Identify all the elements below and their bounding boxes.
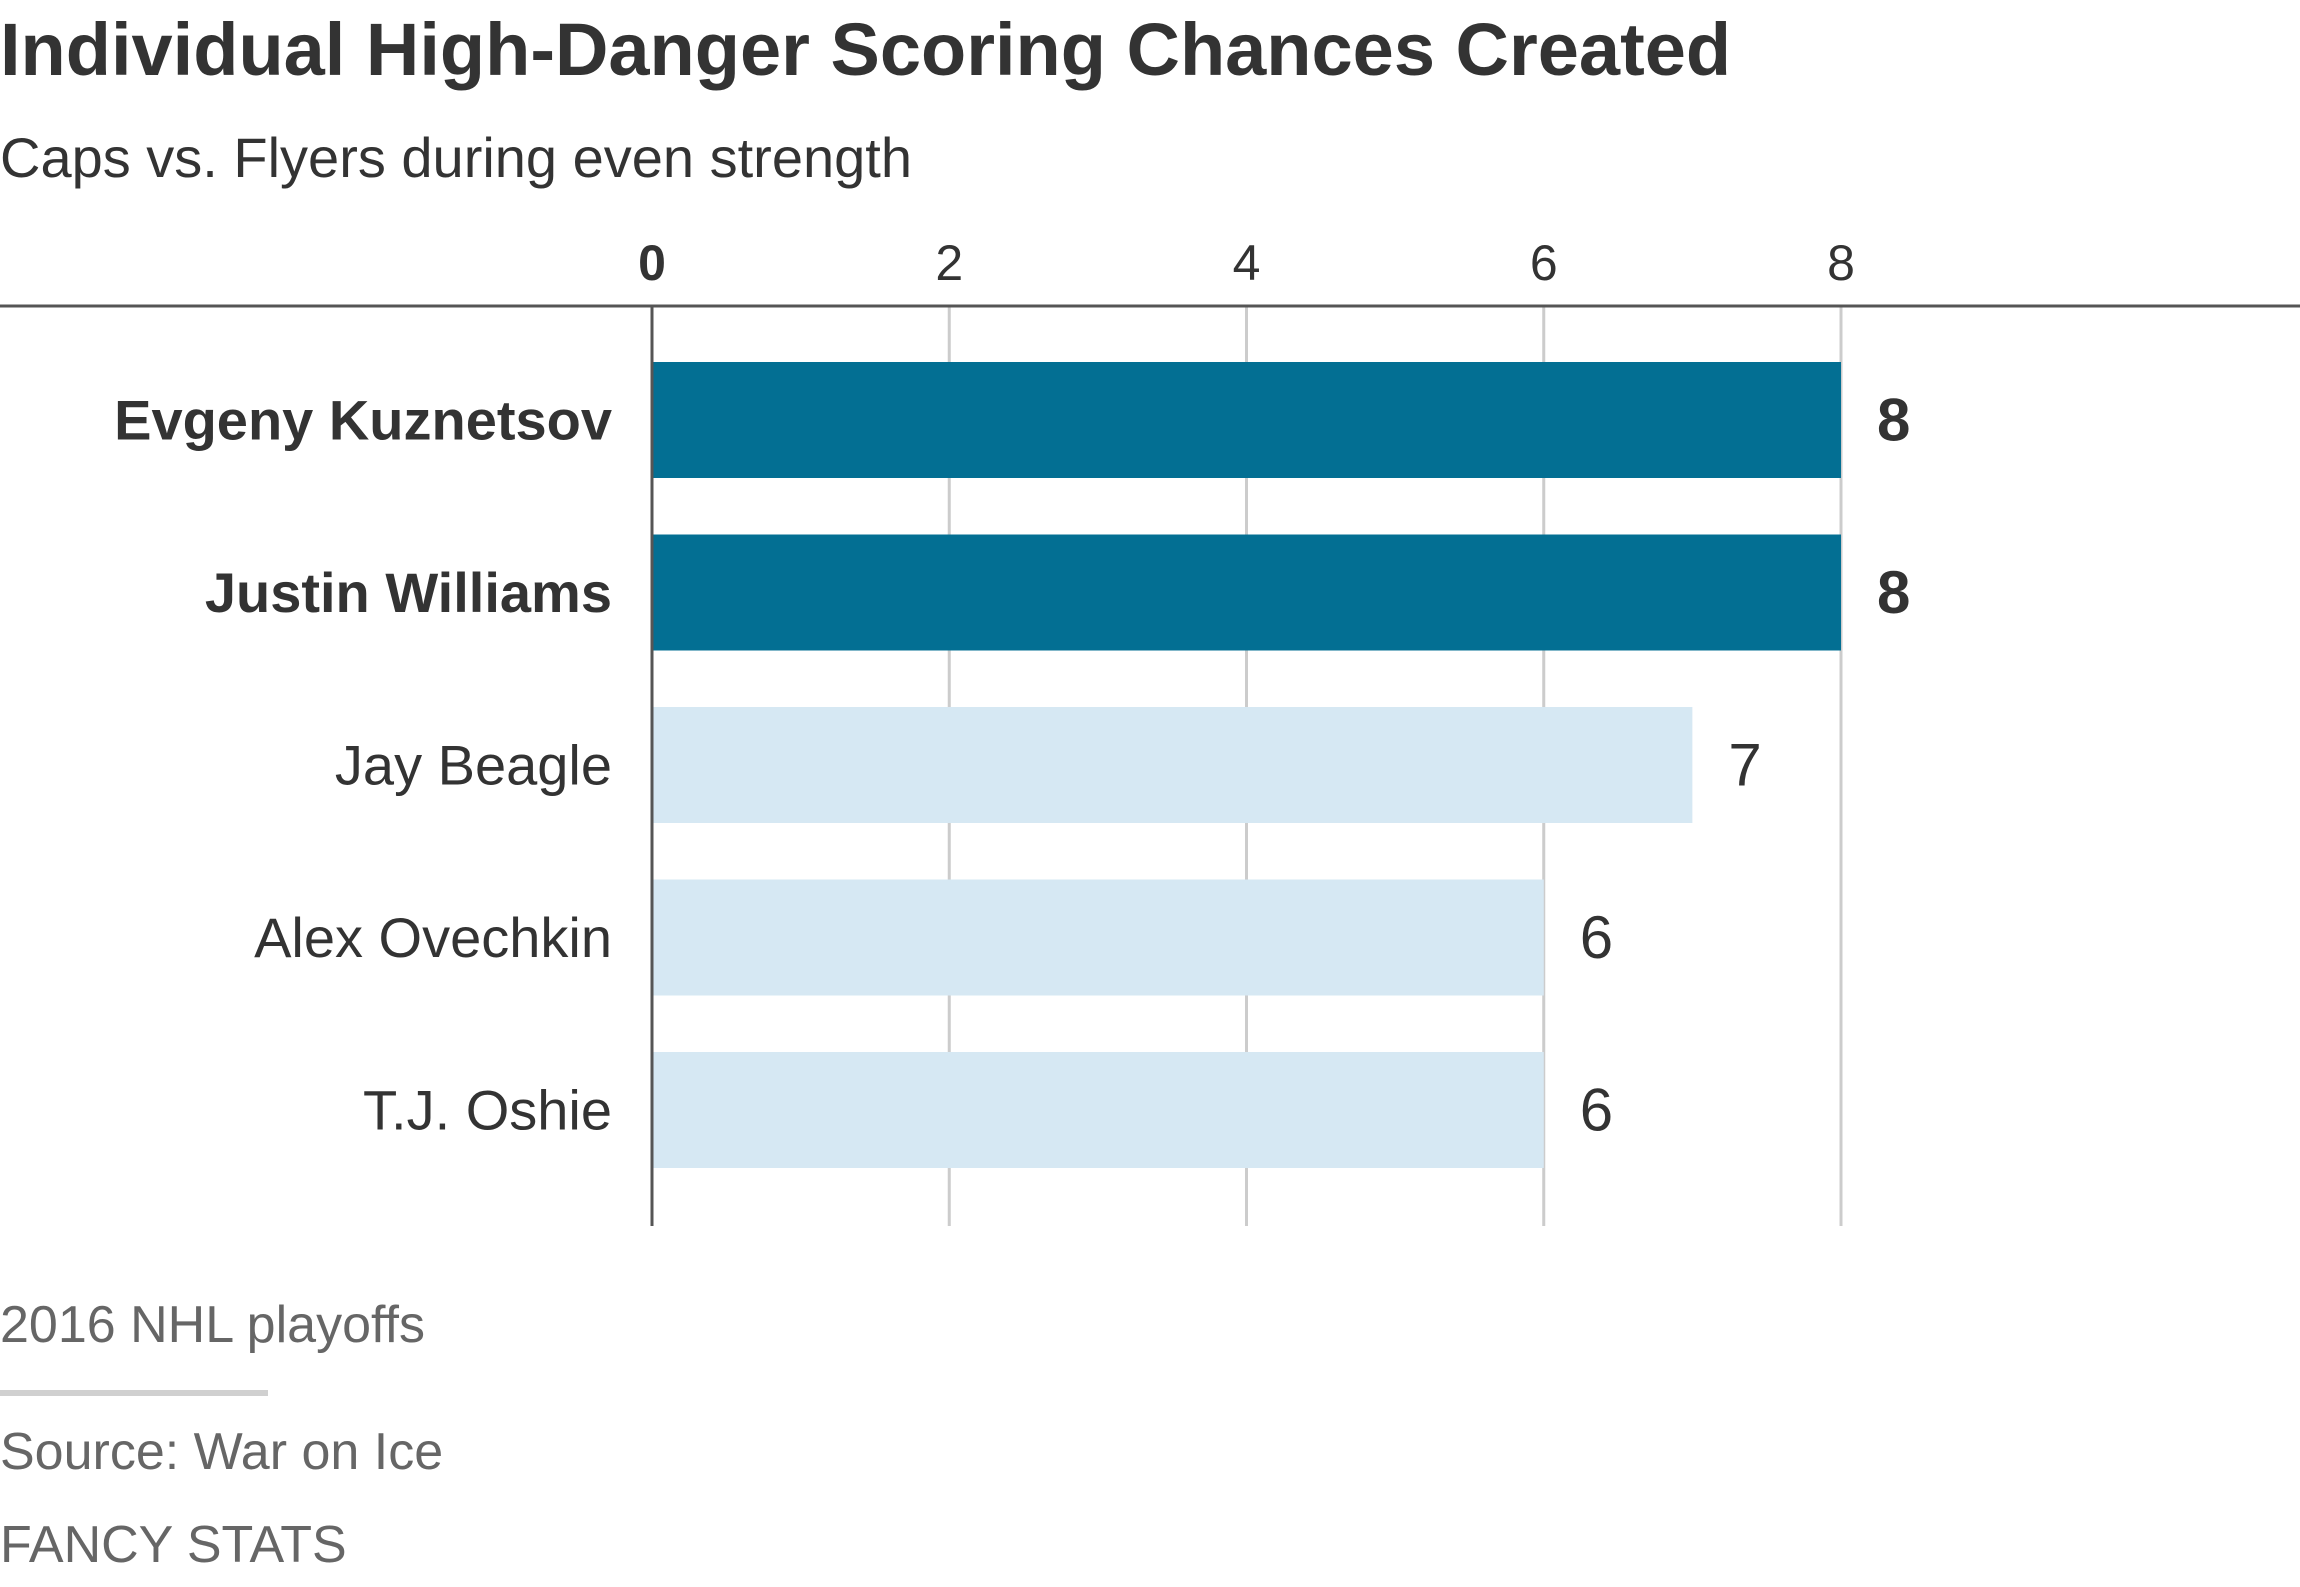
chart-subtitle: Caps vs. Flyers during even strength: [0, 126, 912, 189]
data-label: 6: [1580, 1077, 1613, 1144]
data-label: 8: [1877, 387, 1910, 454]
x-tick-label: 2: [935, 235, 963, 291]
source-credit: Source: War on Ice: [0, 1423, 444, 1481]
chart-title: Individual High-Danger Scoring Chances C…: [0, 8, 1732, 91]
footer-divider: [0, 1390, 268, 1396]
category-label: Evgeny Kuznetsov: [114, 389, 612, 452]
data-label: 7: [1728, 732, 1761, 799]
category-label: T.J. Oshie: [363, 1079, 612, 1142]
category-label: Justin Williams: [205, 561, 612, 624]
bar: [652, 879, 1544, 996]
x-tick-label: 4: [1233, 235, 1261, 291]
bar: [652, 362, 1841, 478]
data-label: 6: [1580, 904, 1613, 971]
bar: [652, 1052, 1544, 1168]
bar: [652, 707, 1693, 823]
bar: [652, 534, 1841, 651]
x-tick-label: 0: [638, 235, 666, 291]
data-label: 8: [1877, 559, 1910, 626]
category-label: Alex Ovechkin: [254, 906, 612, 969]
x-tick-label: 6: [1530, 235, 1558, 291]
x-tick-label: 8: [1827, 235, 1855, 291]
bar-chart: 0 2 4 6 8 Evgeny Kuznetsov 8 Justin Williams 8 Ja…: [0, 235, 2300, 1226]
category-label: Jay Beagle: [335, 734, 612, 797]
brand-label: FANCY STATS: [0, 1516, 347, 1574]
chart-note: 2016 NHL playoffs: [0, 1296, 425, 1354]
